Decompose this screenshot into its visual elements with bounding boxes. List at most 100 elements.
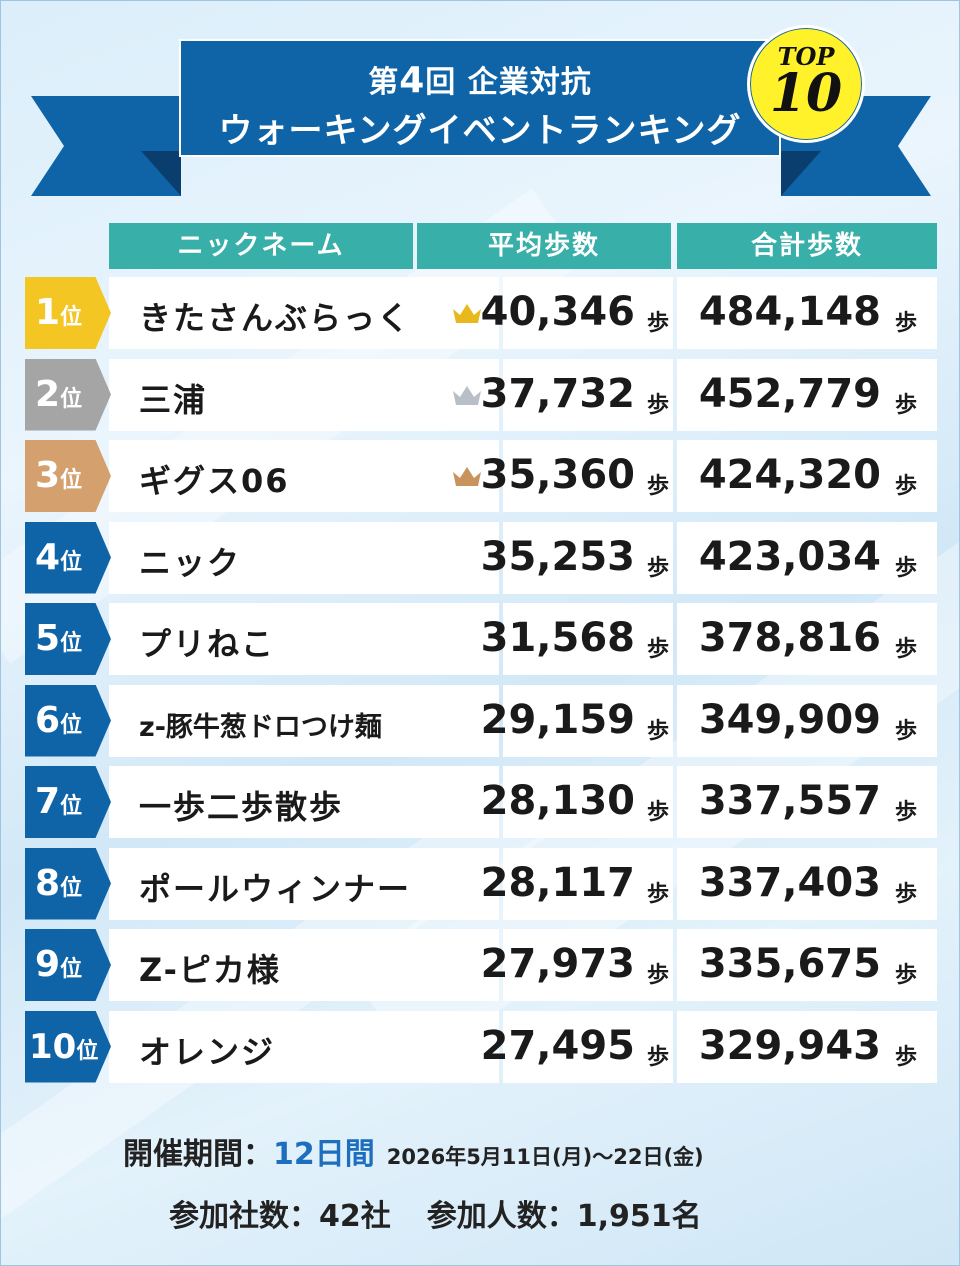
total-cell: 484,148 歩 <box>677 277 937 349</box>
total-cell: 337,403 歩 <box>677 847 937 920</box>
rank-unit: 位 <box>60 712 83 738</box>
average-steps: 29,159 <box>480 696 635 743</box>
steps-unit: 歩 <box>646 963 669 988</box>
rank-badge: 10位 <box>25 1010 111 1083</box>
period-days: 12日間 <box>273 1137 375 1172</box>
participation-stats: 参加社数：42社 参加人数：1,951名 <box>169 1191 702 1235</box>
total-steps: 452,779 <box>698 370 881 417</box>
total-steps: 329,943 <box>698 1022 881 1069</box>
name-cell: z-豚牛葱ドロつけ麺 <box>109 684 499 757</box>
nickname: 一歩二歩散歩 <box>139 788 344 826</box>
top10-badge: TOP 10 <box>747 25 865 143</box>
total-cell: 423,034 歩 <box>677 521 937 594</box>
total-cell: 452,779 歩 <box>677 358 937 431</box>
rank-number: 1 <box>35 292 61 333</box>
total-cell: 349,909 歩 <box>677 684 937 757</box>
rank-number: 6 <box>35 699 61 741</box>
average-cell: 31,568 歩 <box>481 603 673 675</box>
rank-unit: 位 <box>60 468 83 493</box>
banner-title-line2: ウォーキングイベントランキング <box>218 111 742 151</box>
nickname: オレンジ <box>139 1032 276 1071</box>
table-row: ギグス06 35,360 歩 424,320 歩 3位 <box>25 440 937 512</box>
header-total-steps: 合計歩数 <box>677 223 937 269</box>
rank-number: 9 <box>35 944 61 985</box>
total-steps: 484,148 <box>698 289 881 335</box>
average-steps: 28,130 <box>480 778 635 824</box>
rank-badge: 4位 <box>25 521 111 594</box>
total-steps: 349,909 <box>698 696 881 743</box>
rank-badge: 1位 <box>25 277 111 349</box>
rank-unit: 位 <box>76 1038 99 1064</box>
average-steps: 35,360 <box>480 452 635 498</box>
steps-unit: 歩 <box>646 555 669 581</box>
name-cell: ポールウィンナー <box>109 847 499 920</box>
table-row: ニック 35,253 歩 423,034 歩 4位 <box>25 521 937 594</box>
name-cell: プリねこ <box>109 603 499 675</box>
rank-unit: 位 <box>60 631 83 656</box>
rank-badge: 9位 <box>25 929 111 1001</box>
nickname: 三浦 <box>139 380 208 419</box>
steps-unit: 歩 <box>646 392 669 418</box>
banner-title-line1: 第4回 企業対抗 <box>181 57 779 101</box>
steps-unit: 歩 <box>646 881 669 907</box>
average-steps: 40,346 <box>480 289 635 335</box>
name-cell: 三浦 <box>109 358 499 431</box>
rank-number: 4 <box>35 536 61 578</box>
name-cell: オレンジ <box>109 1010 499 1083</box>
rank-number: 8 <box>35 862 61 904</box>
badge-top-label: TOP <box>777 42 835 71</box>
table-row: Z-ピカ様 27,973 歩 335,675 歩 9位 <box>25 929 937 1001</box>
rank-unit: 位 <box>60 794 83 819</box>
average-cell: 28,130 歩 <box>481 766 673 838</box>
table-row: きたさんぶらっく 40,346 歩 484,148 歩 1位 <box>25 277 937 349</box>
banner-prefix: 第 <box>368 65 400 100</box>
steps-unit: 歩 <box>894 392 917 418</box>
table-row: ポールウィンナー 28,117 歩 337,403 歩 8位 <box>25 847 937 920</box>
rank-unit: 位 <box>60 549 83 575</box>
table-row: プリねこ 31,568 歩 378,816 歩 5位 <box>25 603 937 675</box>
nickname: Z-ピカ様 <box>139 951 281 989</box>
rank-unit: 位 <box>60 386 83 412</box>
steps-unit: 歩 <box>894 311 917 336</box>
total-cell: 337,557 歩 <box>677 766 937 838</box>
total-steps: 335,675 <box>698 941 881 987</box>
total-steps: 423,034 <box>698 533 881 580</box>
name-cell: きたさんぶらっく <box>109 277 499 349</box>
steps-unit: 歩 <box>646 800 669 825</box>
gold-crown-icon <box>453 304 481 323</box>
name-cell: Z-ピカ様 <box>109 929 499 1001</box>
average-cell: 37,732 歩 <box>453 358 673 431</box>
average-steps: 35,253 <box>480 533 635 580</box>
rank-number: 2 <box>35 373 61 415</box>
total-steps: 424,320 <box>698 452 881 498</box>
banner-edition-number: 4 <box>399 60 426 101</box>
banner-suffix: 回 企業対抗 <box>425 65 592 100</box>
rank-badge: 5位 <box>25 603 111 675</box>
average-cell: 35,360 歩 <box>453 440 673 512</box>
average-cell: 35,253 歩 <box>481 521 673 594</box>
nickname: z-豚牛葱ドロつけ麺 <box>139 711 382 743</box>
average-cell: 29,159 歩 <box>481 684 673 757</box>
rank-badge: 2位 <box>25 358 111 431</box>
total-cell: 329,943 歩 <box>677 1010 937 1083</box>
table-row: オレンジ 27,495 歩 329,943 歩 10位 <box>25 1010 937 1083</box>
nickname: きたさんぶらっく <box>139 299 412 337</box>
steps-unit: 歩 <box>646 637 669 662</box>
average-steps: 28,117 <box>480 859 635 906</box>
table-row: z-豚牛葱ドロつけ麺 29,159 歩 349,909 歩 6位 <box>25 684 937 757</box>
period-label: 開催期間： <box>123 1137 273 1172</box>
average-cell: 27,973 歩 <box>481 929 673 1001</box>
rank-unit: 位 <box>60 305 83 330</box>
average-cell: 40,346 歩 <box>453 277 673 349</box>
rank-badge: 3位 <box>25 440 111 512</box>
rank-badge: 8位 <box>25 847 111 920</box>
badge-number: 10 <box>769 63 843 124</box>
average-steps: 37,732 <box>480 370 635 417</box>
steps-unit: 歩 <box>894 1044 917 1070</box>
ribbon-tail-left <box>31 96 181 196</box>
average-steps: 31,568 <box>480 615 635 661</box>
table-row: 一歩二歩散歩 28,130 歩 337,557 歩 7位 <box>25 766 937 838</box>
steps-unit: 歩 <box>894 963 917 988</box>
silver-crown-icon <box>453 385 481 405</box>
steps-unit: 歩 <box>894 637 917 662</box>
